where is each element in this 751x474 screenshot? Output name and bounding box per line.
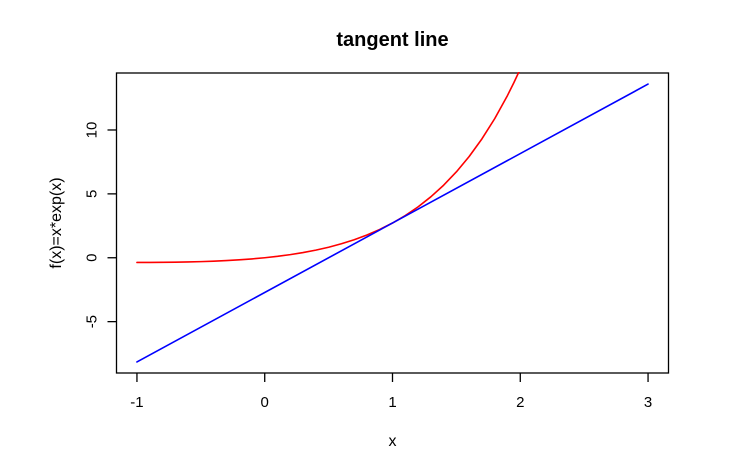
- chart-title: tangent line: [336, 29, 448, 51]
- x-tick-label: 1: [388, 394, 396, 411]
- x-axis-label: x: [389, 433, 397, 450]
- series-line-1: [136, 83, 649, 363]
- y-axis-label: f(x)=x*exp(x): [48, 177, 65, 268]
- x-axis: -1 0 1 2 3: [130, 373, 652, 411]
- series-lines: [136, 72, 649, 363]
- x-tick-label: -1: [130, 394, 143, 411]
- y-tick-label: -5: [84, 315, 101, 328]
- x-tick-label: 0: [261, 394, 269, 411]
- y-tick-label: 5: [84, 190, 101, 198]
- y-axis: -5 0 5 10: [84, 122, 117, 328]
- y-tick-label: 10: [84, 122, 101, 139]
- x-tick-label: 2: [516, 394, 524, 411]
- x-tick-label: 3: [644, 394, 652, 411]
- y-tick-label: 0: [84, 254, 101, 262]
- series-line-0: [136, 72, 520, 264]
